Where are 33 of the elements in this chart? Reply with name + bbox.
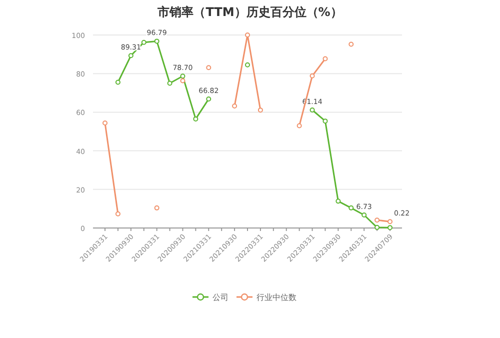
point: [128, 53, 134, 58]
point: [245, 32, 250, 38]
point: [115, 80, 120, 85]
point: [310, 108, 315, 112]
point: [141, 40, 146, 45]
point: [258, 108, 263, 113]
point: [154, 205, 160, 210]
point: [348, 205, 354, 210]
chart-title: 市销率（TTM）历史百分位（%）: [156, 5, 342, 19]
legend-label: 行业中位数: [256, 293, 296, 302]
point: [388, 225, 392, 230]
point: [180, 74, 186, 79]
point: [322, 56, 328, 62]
point: [336, 198, 341, 204]
point: [374, 218, 380, 223]
point: [388, 219, 392, 224]
point: [154, 38, 160, 44]
point: [374, 224, 380, 230]
point: [362, 212, 367, 218]
point: [322, 118, 328, 124]
point: [206, 65, 212, 70]
point: [167, 80, 172, 86]
point: [115, 211, 120, 216]
point: [180, 78, 186, 84]
point: [206, 96, 212, 102]
point: [296, 123, 302, 128]
point: [245, 62, 250, 68]
point: [310, 73, 315, 78]
legend-label: 公司: [212, 293, 228, 302]
point: [193, 116, 198, 122]
point: [102, 120, 108, 126]
point: [232, 104, 238, 109]
point: [348, 42, 354, 47]
